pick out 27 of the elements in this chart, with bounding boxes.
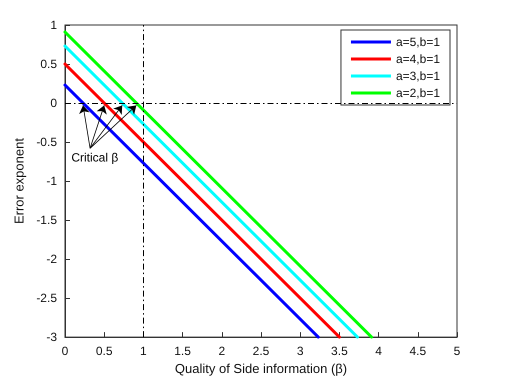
x-tick-label: 0 [62, 344, 69, 358]
legend-label: a=4,b=1 [396, 52, 440, 66]
legend-label: a=3,b=1 [396, 69, 440, 83]
y-tick-label: -2 [46, 252, 58, 266]
x-tick-label: 5 [454, 344, 461, 358]
y-tick-label: 0 [50, 96, 58, 110]
x-tick-label: 1.5 [174, 344, 192, 358]
x-tick-label: 0.5 [96, 344, 113, 358]
legend-label: a=2,b=1 [396, 86, 440, 100]
y-tick-label: -2.5 [36, 291, 58, 306]
legend-label: a=5,b=1 [396, 35, 440, 49]
y-tick-label: 0.5 [40, 57, 58, 72]
x-tick-label: 2.5 [252, 344, 270, 358]
y-tick-label: -1.5 [36, 213, 58, 228]
x-tick-label: 1 [140, 344, 148, 358]
y-tick-label: -1 [46, 174, 58, 188]
x-tick-label: 4 [375, 344, 382, 358]
annotation: Critical β [71, 150, 118, 165]
x-axis-title: Quality of Side information (β) [174, 361, 348, 376]
y-tick-label: -3 [46, 330, 58, 344]
x-tick-label: 3 [296, 344, 304, 358]
x-tick-label: 3.5 [331, 344, 348, 358]
y-tick-label: -0.5 [36, 135, 58, 150]
x-tick-label: 2 [218, 344, 226, 358]
y-axis-title: Error exponent [11, 138, 26, 224]
x-tick-label: 4.5 [409, 344, 426, 358]
y-tick-label: 1 [50, 18, 58, 32]
